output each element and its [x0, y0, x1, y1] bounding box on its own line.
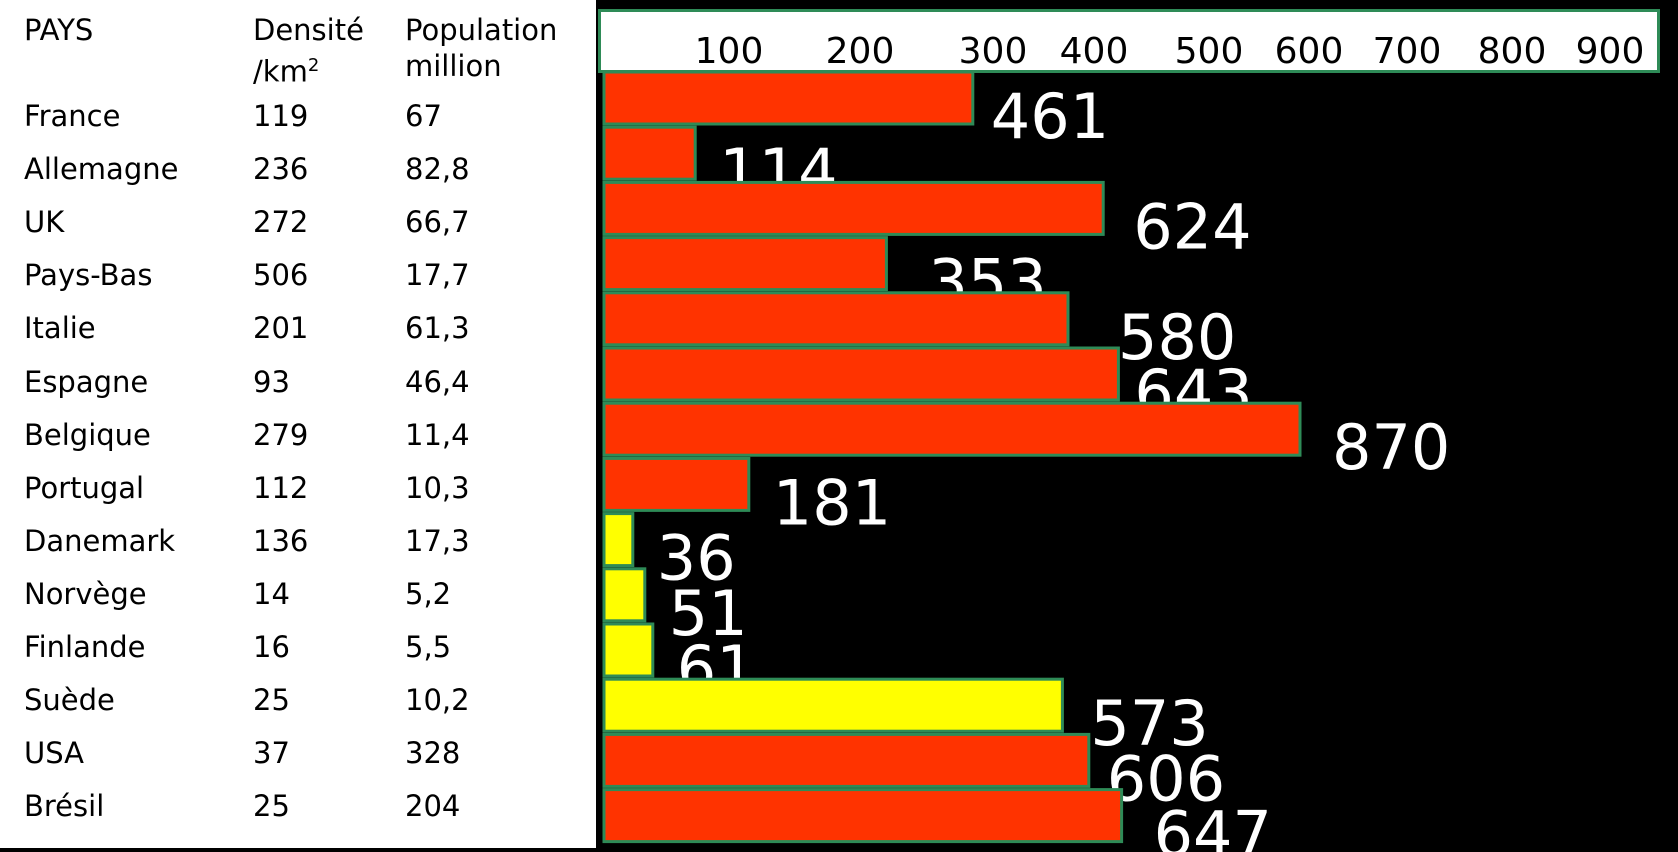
- x-tick-label: 400: [1059, 31, 1129, 72]
- table-cell-density: 37: [253, 736, 290, 771]
- x-tick-label: 200: [825, 31, 895, 72]
- header-population: Population million: [405, 12, 557, 84]
- table-cell-country: Norvège: [24, 576, 147, 611]
- bar: [602, 788, 1124, 844]
- header-density: Densité /km2: [253, 12, 364, 90]
- header-density-line2: /km2: [253, 48, 364, 90]
- bar-value-label: 647: [1154, 798, 1272, 852]
- table-cell-density: 506: [253, 258, 309, 293]
- table-cell-density: 14: [253, 576, 290, 611]
- x-tick-label: 800: [1477, 31, 1547, 72]
- bar: [602, 677, 1064, 733]
- x-tick-label: 700: [1372, 31, 1442, 72]
- table-cell-country: Danemark: [24, 523, 176, 558]
- x-tick-label: 600: [1274, 31, 1344, 72]
- bar-value-label: 624: [1133, 190, 1251, 263]
- table-cell-density: 119: [253, 99, 309, 133]
- bar-value-label: 461: [991, 80, 1109, 153]
- table-cell-population: 5,2: [405, 576, 452, 611]
- table-cell-country: Pays-Bas: [24, 258, 153, 293]
- bar-value-label: 51: [669, 577, 748, 650]
- table-cell-population: 5,5: [405, 630, 452, 664]
- table-cell-country: Allemagne: [24, 152, 179, 187]
- x-tick-label: 500: [1174, 31, 1244, 72]
- table-cell-population: 67: [405, 99, 442, 133]
- bar: [602, 567, 647, 623]
- table-cell-country: Belgique: [24, 417, 151, 452]
- bar: [602, 512, 635, 568]
- x-tick-label: 300: [958, 31, 1028, 72]
- bar: [602, 125, 697, 181]
- table-cell-population: 204: [405, 789, 461, 824]
- table-cell-population: 66,7: [405, 205, 470, 240]
- x-tick-label: 900: [1575, 31, 1645, 72]
- header-density-line1: Densité: [253, 13, 364, 47]
- x-tick-label: 100: [694, 31, 764, 72]
- table-cell-population: 82,8: [405, 152, 470, 187]
- bar: [602, 456, 751, 512]
- table-cell-country: USA: [24, 736, 85, 771]
- bar-value-label: 580: [1118, 301, 1236, 374]
- bar-value-label: 870: [1332, 411, 1450, 484]
- bar-value-label: 181: [773, 466, 891, 539]
- bar: [602, 346, 1120, 402]
- table-cell-country: Espagne: [24, 364, 149, 399]
- table-cell-country: Portugal: [24, 470, 145, 505]
- bar: [602, 732, 1091, 788]
- header-density-sup: 2: [307, 55, 320, 76]
- header-density-unit: /km: [253, 54, 308, 89]
- table-cell-density: 272: [253, 205, 309, 240]
- table-cell-country: Italie: [24, 311, 96, 346]
- table-cell-density: 25: [253, 789, 290, 824]
- table-cell-country: Brésil: [24, 789, 105, 824]
- table-cell-density: 25: [253, 683, 290, 718]
- bar: [602, 291, 1070, 347]
- table-cell-density: 112: [253, 470, 309, 505]
- header-population-line1: Population: [405, 13, 558, 47]
- table-cell-population: 46,4: [405, 364, 470, 399]
- bar: [602, 622, 655, 678]
- x-axis-panel: 100 200 300 400 500 600 700 800 900: [598, 9, 1660, 73]
- table-cell-density: 93: [253, 364, 290, 399]
- bar-value-label: 573: [1090, 687, 1208, 760]
- table-cell-country: Suède: [24, 683, 115, 718]
- table-cell-country: Finlande: [24, 630, 146, 664]
- table-cell-population: 10,3: [405, 470, 470, 505]
- table-cell-density: 201: [253, 311, 309, 346]
- data-table: PAYS Densité /km2 Population million Fra…: [0, 0, 596, 848]
- bar-value-label: 606: [1107, 742, 1225, 815]
- table-cell-population: 10,2: [405, 683, 470, 718]
- table-cell-country: UK: [24, 205, 65, 240]
- table-cell-density: 16: [253, 630, 290, 664]
- table-cell-population: 61,3: [405, 311, 470, 346]
- table-cell-population: 17,3: [405, 523, 470, 558]
- table-cell-population: 11,4: [405, 417, 470, 452]
- bar: [602, 70, 975, 126]
- table-cell-population: 17,7: [405, 258, 470, 293]
- table-cell-country: France: [24, 99, 121, 133]
- bar: [602, 401, 1302, 457]
- bar-value-label: 36: [657, 522, 736, 595]
- table-cell-density: 279: [253, 417, 309, 452]
- table-cell-density: 136: [253, 523, 309, 558]
- header-country: PAYS: [24, 13, 94, 47]
- bar: [602, 180, 1105, 236]
- header-population-line2: million: [405, 49, 502, 83]
- table-cell-density: 236: [253, 152, 309, 187]
- table-cell-population: 328: [405, 736, 461, 771]
- bar: [602, 236, 888, 292]
